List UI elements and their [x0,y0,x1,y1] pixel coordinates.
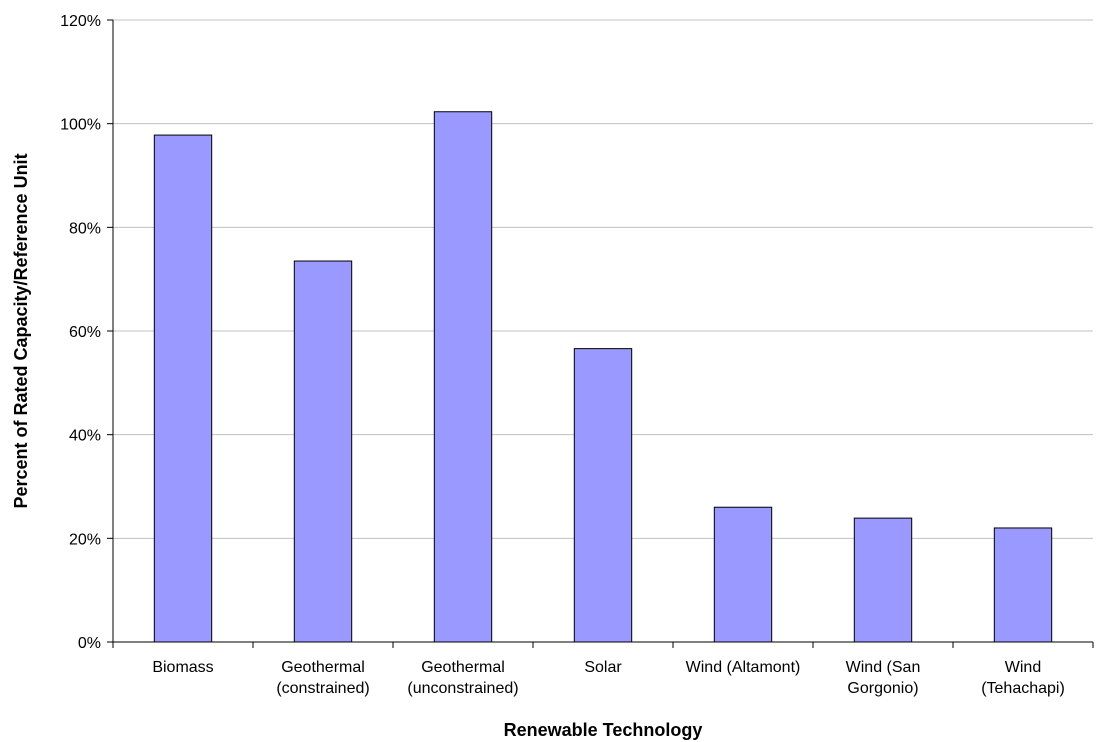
bar [293,260,353,643]
x-tick-label: Wind (San Gorgonio) [846,659,921,697]
y-tick-labels: 0% 20% 40% 60% 80% 100% 120% [60,13,101,652]
x-tick-label: Wind (Tehachapi) [981,659,1065,697]
y-tick-label: 40% [69,428,101,445]
x-tick-label: Biomass [152,659,213,676]
x-axis-title: Renewable Technology [504,720,703,740]
bar [713,506,773,643]
y-tick-label: 80% [69,220,101,237]
bars [153,111,1053,643]
x-tick-label: Geothermal (unconstrained) [407,659,518,697]
y-tick-label: 120% [60,13,101,30]
y-tick-label: 100% [60,117,101,134]
y-axis-title: Percent of Rated Capacity/Reference Unit [11,153,31,508]
axes [107,19,1094,648]
x-tick-label: Geothermal (constrained) [276,659,369,697]
x-tick-labels: Biomass Geothermal (constrained) Geothermal… [152,659,1064,697]
bar [853,517,913,643]
x-tick-label: Wind (Altamont) [686,659,801,676]
y-tick-label: 0% [78,635,101,652]
bar [153,134,213,643]
gridlines [113,19,1093,539]
bar [433,111,493,643]
x-tick-label: Solar [584,659,622,676]
bar [993,527,1053,643]
y-tick-label: 20% [69,531,101,548]
bar [573,348,633,643]
y-tick-label: 60% [69,324,101,341]
